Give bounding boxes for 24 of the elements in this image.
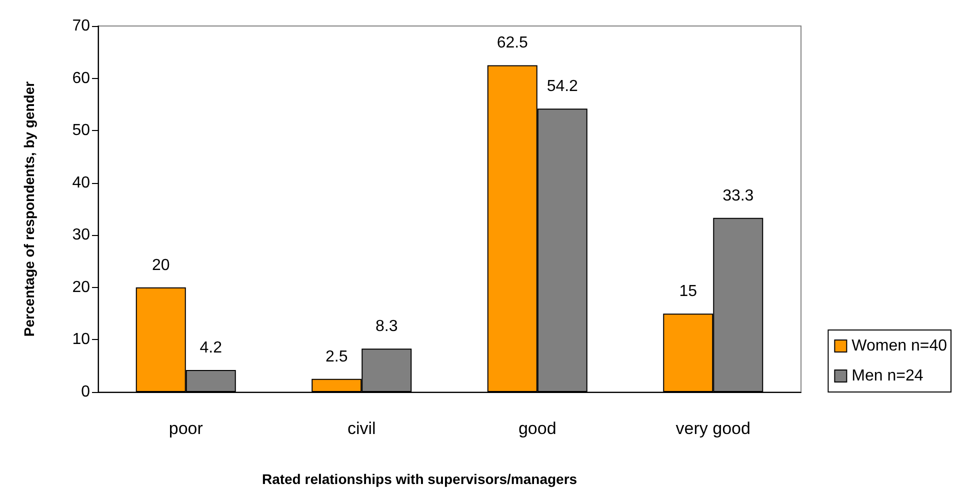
- y-tick-label: 0: [81, 384, 90, 400]
- x-axis-title: Rated relationships with supervisors/managers: [262, 471, 578, 487]
- y-tick-label: 10: [72, 331, 90, 348]
- data-label: 2.5: [326, 348, 348, 366]
- data-label: 8.3: [376, 318, 398, 336]
- x-tick-label: good: [518, 419, 556, 438]
- legend-label: Men n=24: [852, 368, 924, 384]
- y-tick-label: 60: [72, 70, 90, 87]
- legend-label: Women n=40: [852, 338, 948, 354]
- y-tick-label: 70: [72, 18, 90, 34]
- y-tick-label: 50: [72, 122, 90, 140]
- data-label: 20: [152, 256, 170, 274]
- y-tick-label: 20: [72, 278, 90, 296]
- y-axis-title: Percentage of respondents, by gender: [21, 80, 37, 337]
- data-label: 62.5: [496, 34, 528, 52]
- data-label: 54.2: [546, 78, 578, 96]
- data-label: 15: [679, 283, 698, 300]
- x-tick-label: poor: [168, 419, 204, 438]
- y-tick-label: 40: [72, 174, 90, 192]
- data-label: 4.2: [200, 340, 222, 357]
- x-tick-label: very good: [676, 419, 750, 438]
- data-label: 33.3: [722, 187, 754, 204]
- y-tick-label: 30: [72, 226, 90, 244]
- x-tick-label: civil: [347, 419, 376, 438]
